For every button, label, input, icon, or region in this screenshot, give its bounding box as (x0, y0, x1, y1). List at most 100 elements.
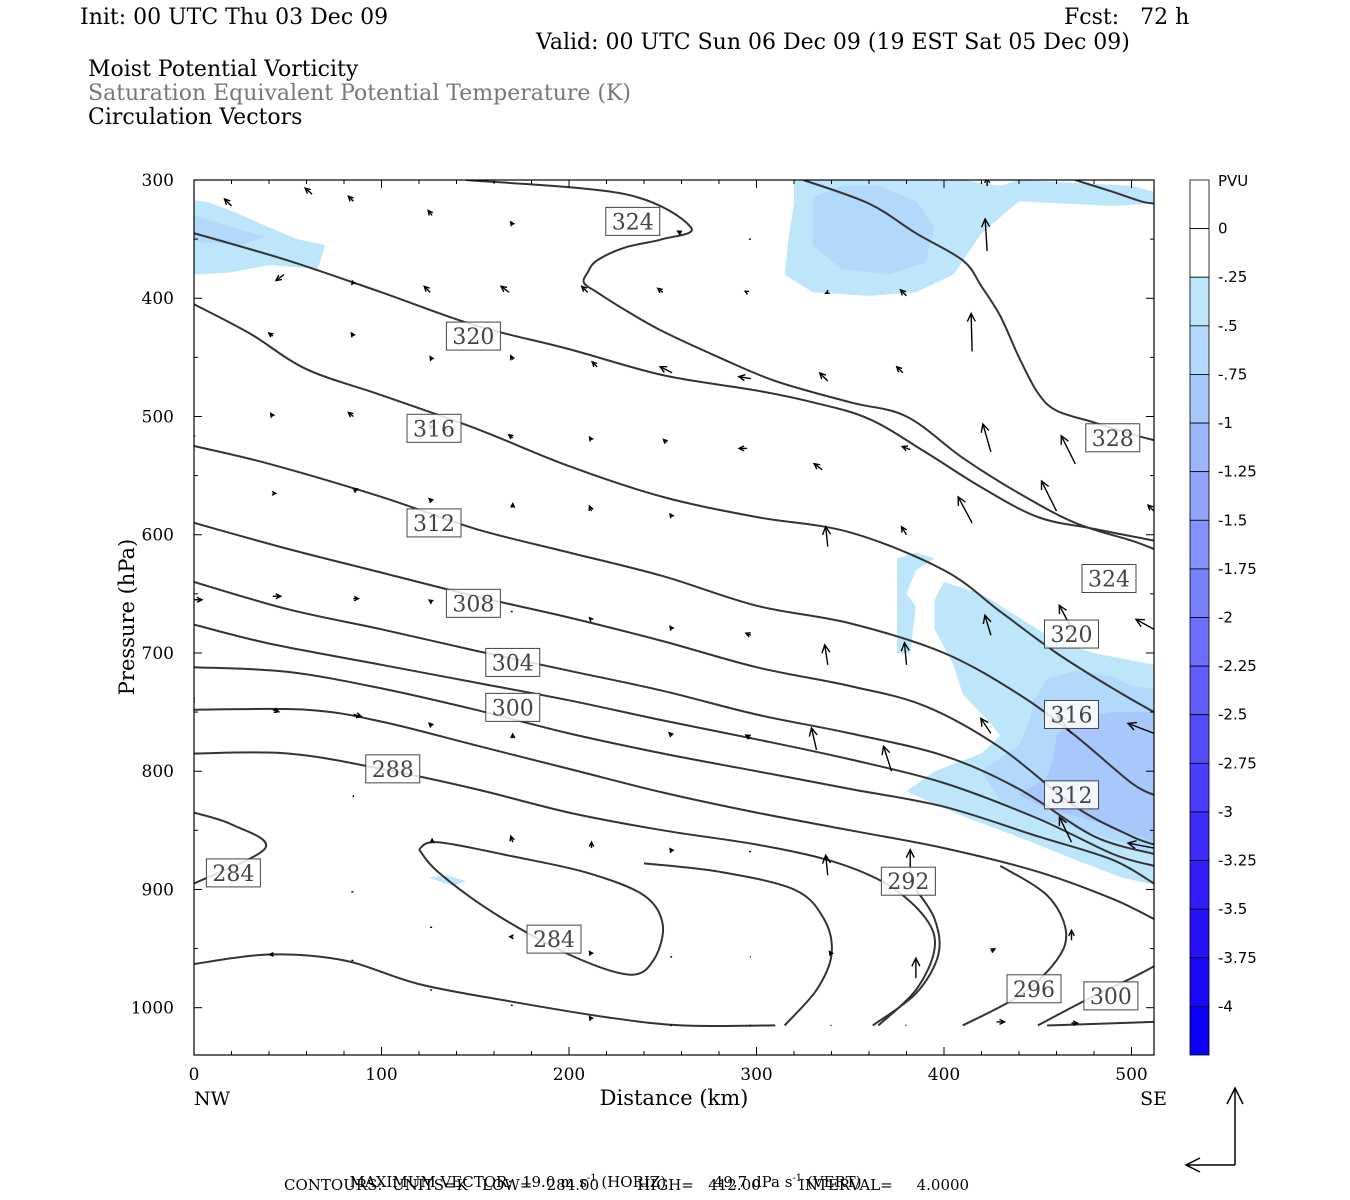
pv-colorbar: PVU 0 -.25 -.5 -.75 -1 -1.25 -1.5 -1.75 -2 -2.25 -2… (1189, 172, 1257, 1056)
svg-text:312: 312 (1051, 784, 1093, 809)
contours-info: CONTOURS: UNITS=K LOW= 284.00 HIGH= 412.… (284, 1176, 970, 1194)
colorbar-level-label: 0 (1218, 220, 1228, 238)
circulation-vector (737, 445, 748, 452)
plot-frame (193, 179, 1155, 1056)
svg-text:304: 304 (492, 651, 534, 676)
circulation-vector (350, 331, 356, 338)
circulation-vector (900, 641, 910, 665)
y-tick-label: 700 (142, 644, 174, 664)
colorbar-level-label: -3.25 (1218, 852, 1257, 870)
circulation-vector (899, 288, 907, 297)
colorbar-swatch (1189, 519, 1210, 570)
contour-label: 296 (1006, 974, 1062, 1004)
colorbar-level-label: -.25 (1218, 268, 1247, 286)
colorbar-level-label: -3.75 (1218, 949, 1257, 967)
theta-contour-11 (194, 953, 776, 1028)
contour-label: 292 (880, 866, 936, 896)
circulation-vector (588, 616, 594, 623)
colorbar-swatch (1189, 908, 1210, 959)
contour-label: 300 (485, 692, 541, 722)
x-tick-label: 300 (740, 1065, 772, 1085)
contour-label: 320 (445, 321, 501, 351)
circulation-vector (1060, 434, 1076, 465)
circulation-vector (980, 422, 992, 453)
max-vert-value: 49.7 (713, 1173, 748, 1191)
circulation-vector (1071, 1020, 1080, 1026)
svg-text:320: 320 (452, 325, 494, 350)
colorbar-level-label: -2 (1218, 609, 1233, 627)
svg-text:288: 288 (372, 758, 414, 783)
y-tick-label: 600 (142, 526, 174, 546)
y-tick-label: 800 (142, 762, 174, 782)
svg-text:284: 284 (212, 862, 254, 887)
colorbar-swatch (1189, 228, 1210, 278)
x-tick-label: 400 (928, 1065, 960, 1085)
init-time: Init: 00 UTC Thu 03 Dec 09 (80, 5, 389, 30)
contour-label: 316 (1044, 699, 1099, 729)
theta-contour-19 (1074, 180, 1154, 205)
contour-label: 316 (406, 413, 462, 443)
contour-label: 284 (526, 924, 582, 954)
circulation-vector (507, 433, 514, 440)
circulation-vector (669, 625, 675, 631)
pv-shading (194, 180, 1154, 886)
circulation-vector (223, 197, 232, 207)
circulation-vector (821, 643, 831, 665)
contour-label: 308 (445, 588, 501, 618)
circulation-vector (429, 355, 435, 362)
circulation-vector (808, 726, 818, 751)
circulation-vector (656, 287, 664, 294)
contour-label: 312 (406, 508, 462, 538)
svg-text:324: 324 (612, 210, 654, 235)
colorbar-level-label: -2.75 (1218, 754, 1257, 772)
forecast-hour: Fcst: 72 h (1064, 5, 1190, 30)
colorbar-level-label: -.5 (1218, 317, 1238, 335)
contour-labels: 324 320 316 312 308 304 300 288 284 284 292 296 300 3… (205, 206, 1141, 1011)
circulation-vector (990, 948, 997, 954)
colorbar-level-label: -1 (1218, 414, 1233, 432)
colorbar-level-label: -1.5 (1218, 511, 1247, 529)
theta-es-contours (194, 180, 1154, 1028)
max-vert-unit-exp: -1 (792, 1173, 803, 1184)
svg-text:292: 292 (887, 870, 929, 895)
circulation-vector (588, 504, 594, 512)
field-title-pv: Moist Potential Vorticity (88, 57, 359, 82)
x-end-label-left: NW (194, 1088, 231, 1110)
colorbar-swatch (1189, 422, 1210, 473)
circulation-vector (580, 285, 589, 293)
theta-contour-6 (194, 666, 1154, 885)
svg-text:284: 284 (533, 928, 575, 953)
y-tick-label: 400 (142, 289, 174, 309)
circulation-vector (895, 365, 904, 374)
circulation-vector (821, 524, 832, 547)
svg-text:296: 296 (1013, 978, 1055, 1003)
svg-text:324: 324 (1088, 567, 1130, 592)
theta-contour-1 (194, 303, 1154, 713)
svg-text:308: 308 (452, 592, 494, 617)
axes: 300 400 500 600 700 800 900 1000 0 100 200 300 400 50… (131, 171, 1154, 1085)
circulation-vector (744, 734, 752, 740)
max-horiz-tag: (HORIZ) (601, 1173, 667, 1191)
contour-label: 300 (1083, 981, 1139, 1011)
colorbar-swatch (1189, 860, 1210, 910)
theta-contour-17 (465, 180, 1154, 550)
circulation-vector (588, 1015, 594, 1021)
circulation-vector (268, 951, 274, 957)
circulation-vector (510, 732, 516, 739)
colorbar-level-label: -3.5 (1218, 900, 1247, 918)
circulation-vector (272, 707, 281, 714)
contour-label: 320 (1044, 619, 1099, 649)
svg-text:328: 328 (1092, 427, 1134, 452)
colorbar-swatch (1189, 179, 1210, 230)
circulation-vector (499, 285, 510, 293)
svg-text:300: 300 (492, 696, 534, 721)
circulation-vector (1126, 721, 1154, 735)
circulation-vector (353, 712, 363, 719)
colorbar-swatch (1189, 374, 1210, 424)
circulation-vector (347, 411, 354, 418)
circulation-vector (996, 1018, 1007, 1026)
max-vert-unit: dPa s (751, 1173, 793, 1191)
circulation-vector (900, 525, 908, 536)
contour-label: 312 (1044, 780, 1099, 810)
